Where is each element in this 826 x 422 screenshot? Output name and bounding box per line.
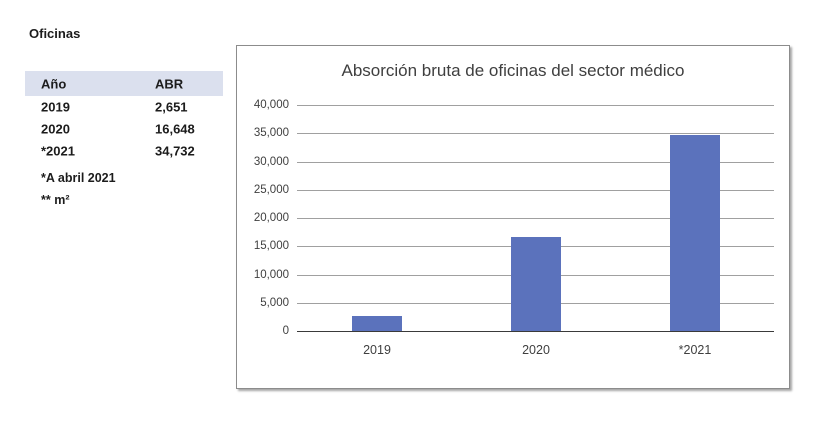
footnote-units: ** m²: [41, 193, 70, 207]
gridline: [297, 105, 774, 106]
y-axis-tick-label: 20,000: [253, 212, 289, 224]
y-axis-tick-label: 25,000: [253, 184, 289, 196]
abr-cell: 34,732: [155, 143, 195, 159]
abr-cell: 2,651: [155, 99, 188, 115]
table-row: 2019 2,651: [25, 96, 223, 118]
y-axis-tick-label: 30,000: [253, 156, 289, 168]
year-cell: *2021: [41, 143, 75, 159]
table-row: *2021 34,732: [25, 140, 223, 162]
table-header-row: Año ABR: [25, 71, 223, 96]
y-axis-tick-label: 10,000: [253, 269, 289, 281]
bar-chart: Absorción bruta de oficinas del sector m…: [236, 45, 790, 389]
x-axis-label: 2020: [522, 343, 550, 357]
abr-column-header: ABR: [155, 76, 184, 91]
y-axis-tick-label: 0: [282, 325, 289, 337]
year-column-header: Año: [41, 76, 67, 91]
bar-2019: [352, 316, 402, 331]
plot-area: 0 5,000 10,000 15,000 20,000 25,000 30,000 35,0…: [254, 99, 774, 357]
table-row: 2020 16,648: [25, 118, 223, 140]
gridline: [297, 190, 774, 191]
y-axis-tick-label: 15,000: [253, 240, 289, 252]
x-axis-label: 2019: [363, 343, 391, 357]
gridline: [297, 133, 774, 134]
bar-2021: [670, 135, 720, 331]
bar-2020: [511, 237, 561, 331]
abr-cell: 16,648: [155, 121, 195, 137]
page-title: Oficinas: [29, 26, 81, 41]
footnote-april: *A abril 2021: [41, 171, 116, 185]
chart-title: Absorción bruta de oficinas del sector m…: [341, 61, 685, 80]
y-axis-tick-label: 35,000: [253, 127, 289, 139]
y-axis-tick-label: 40,000: [253, 99, 289, 111]
y-axis-tick-label: 5,000: [260, 297, 289, 309]
gridline: [297, 218, 774, 219]
year-cell: 2019: [41, 99, 70, 115]
year-cell: 2020: [41, 121, 70, 137]
x-axis-label: *2021: [678, 343, 712, 357]
x-axis-line: [297, 331, 774, 332]
gridline: [297, 162, 774, 163]
